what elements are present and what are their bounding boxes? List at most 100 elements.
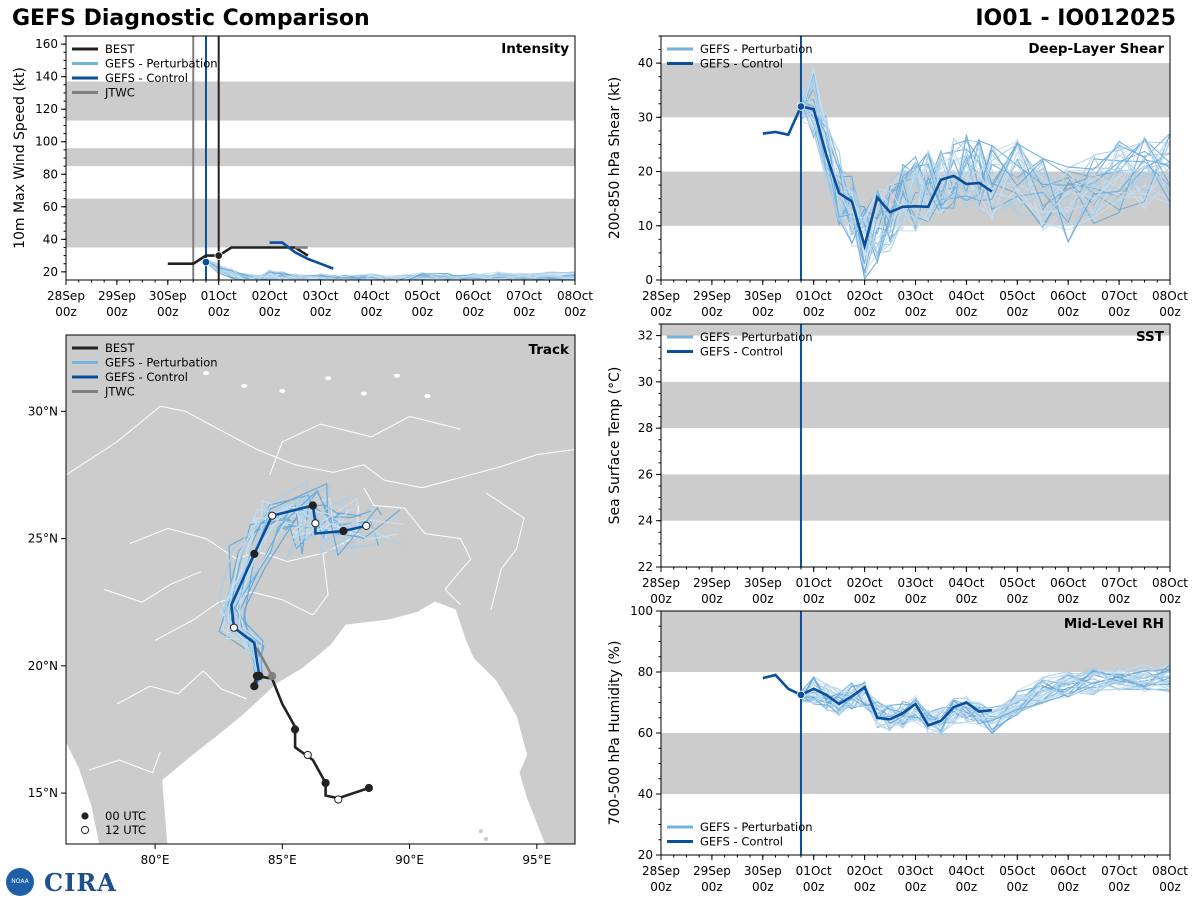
rh-perturbation-line <box>800 670 1170 731</box>
shear-xtick-date: 05Oct <box>999 289 1035 303</box>
rh-xtick-date: 08Oct <box>1152 864 1188 878</box>
intensity-xtick-date: 30Sep <box>149 289 187 303</box>
shear-xtick-date: 06Oct <box>1050 289 1086 303</box>
intensity-shade-band <box>66 81 575 121</box>
shear-xtick-hour: 00z <box>905 305 927 319</box>
map-border-line <box>88 752 161 774</box>
cira-logo-text: CIRA <box>44 868 117 897</box>
intensity-ytick-label: 140 <box>35 70 58 84</box>
shear-xtick-hour: 00z <box>650 305 672 319</box>
sst-xtick-hour: 00z <box>1007 592 1029 606</box>
intensity-xtick-date: 06Oct <box>455 289 491 303</box>
rh-xtick-date: 02Oct <box>847 864 883 878</box>
track-ytick-label: 25°N <box>28 532 58 546</box>
intensity-xtick-date: 05Oct <box>404 289 440 303</box>
intensity-xtick-hour: 00z <box>310 305 332 319</box>
intensity-perturbation-line <box>205 260 575 280</box>
sst-legend-label: GEFS - Control <box>700 345 783 359</box>
track-ytick-label: 15°N <box>28 786 58 800</box>
control-track-point-12utc <box>268 511 277 520</box>
intensity-xtick-hour: 00z <box>462 305 484 319</box>
intensity-xtick-date: 01Oct <box>201 289 237 303</box>
panel-sst: 22 24 26 28 30 32 28Sep 00z 29Sep 00z 30Sep 00z 01Oc… <box>607 323 1188 606</box>
legend-00utc-marker <box>81 812 89 820</box>
shear-xtick-hour: 00z <box>956 305 978 319</box>
shear-perturbation-line <box>800 103 1170 269</box>
intensity-series-gefs-control <box>269 241 334 270</box>
shear-shade-band <box>661 63 1170 118</box>
intensity-perturbation-line <box>205 261 575 280</box>
best-track-point-00utc <box>290 725 300 734</box>
intensity-xtick-hour: 00z <box>157 305 179 319</box>
intensity-xtick-date: 29Sep <box>98 289 136 303</box>
intensity-legend-label: GEFS - Perturbation <box>105 57 218 71</box>
intensity-xtick-hour: 00z <box>55 305 77 319</box>
sst-ytick-label: 28 <box>638 421 653 435</box>
lake <box>424 394 431 399</box>
shear-xtick-hour: 00z <box>1057 305 1079 319</box>
noaa-logo-icon: NOAA <box>6 868 34 896</box>
panel-track: 80°E 85°E 90°E 95°E 15°N 20°N 25°N 30°N Track BES… <box>28 334 576 867</box>
rh-xtick-hour: 00z <box>752 880 774 894</box>
rh-xtick-date: 05Oct <box>999 864 1035 878</box>
shear-xtick-date: 08Oct <box>1152 289 1188 303</box>
sst-xtick-hour: 00z <box>752 592 774 606</box>
sst-xtick-date: 30Sep <box>744 576 782 590</box>
rh-xtick-date: 28Sep <box>642 864 680 878</box>
shear-xtick-date: 01Oct <box>796 289 832 303</box>
rh-xtick-date: 01Oct <box>796 864 832 878</box>
intensity-xtick-hour: 00z <box>412 305 434 319</box>
shear-xtick-hour: 00z <box>752 305 774 319</box>
shear-xtick-date: 03Oct <box>897 289 933 303</box>
sst-shade-band <box>661 381 1170 429</box>
intensity-perturbation-line <box>205 261 575 280</box>
jtwc-track-point <box>268 671 277 681</box>
rh-xtick-hour: 00z <box>701 880 723 894</box>
control-track-point-12utc <box>362 521 371 530</box>
intensity-series-best <box>167 246 309 266</box>
intensity-perturbation-line <box>205 260 573 280</box>
rh-legend-label: GEFS - Perturbation <box>700 820 813 834</box>
rh-xtick-date: 30Sep <box>744 864 782 878</box>
sst-ylabel: Sea Surface Temp (°C) <box>607 367 623 525</box>
track-legend-label: GEFS - Control <box>105 370 188 384</box>
sst-legend-label: GEFS - Perturbation <box>700 330 813 344</box>
shear-xtick-hour: 00z <box>1108 305 1130 319</box>
best-track-point-12utc <box>334 795 343 804</box>
lake <box>279 388 286 393</box>
control-track-point-00utc <box>250 682 259 691</box>
sst-xtick-date: 02Oct <box>847 576 883 590</box>
bay-of-bengal <box>162 601 546 844</box>
jtwc-track <box>255 647 274 677</box>
control-track-point-00utc <box>255 671 264 681</box>
legend-00utc-label: 00 UTC <box>105 809 146 823</box>
intensity-marker-point <box>201 257 211 267</box>
rh-xtick-hour: 00z <box>650 880 672 894</box>
shear-xtick-hour: 00z <box>854 305 876 319</box>
shear-ytick-label: 30 <box>638 110 653 124</box>
intensity-ylabel: 10m Max Wind Speed (kt) <box>12 67 28 249</box>
sst-xtick-hour: 00z <box>854 592 876 606</box>
sst-xtick-date: 29Sep <box>693 576 731 590</box>
rh-xtick-hour: 00z <box>1108 880 1130 894</box>
intensity-xtick-hour: 00z <box>564 305 586 319</box>
shear-panel-title: Deep-Layer Shear <box>1028 41 1164 57</box>
shear-xtick-hour: 00z <box>1007 305 1029 319</box>
intensity-marker-point <box>214 251 223 260</box>
shear-xtick-date: 29Sep <box>693 289 731 303</box>
intensity-ytick-label: 100 <box>35 135 58 149</box>
sst-xtick-date: 04Oct <box>948 576 984 590</box>
panel-intensity: 20 40 60 80 100 120 140 160 28Sep 00z 29Sep 00z 30Se… <box>12 35 593 319</box>
intensity-perturbation-line <box>205 258 561 280</box>
track-legend-label: GEFS - Perturbation <box>105 356 218 370</box>
lake <box>202 371 209 376</box>
sst-frame <box>660 323 1171 568</box>
shear-plot-area <box>762 36 1170 280</box>
track-xtick-label: 85°E <box>268 853 297 867</box>
intensity-ytick-label: 120 <box>35 102 58 116</box>
intensity-legend-label: JTWC <box>104 86 135 100</box>
track-legend-label: JTWC <box>104 385 135 399</box>
cira-logo: NOAA CIRA <box>4 866 117 898</box>
